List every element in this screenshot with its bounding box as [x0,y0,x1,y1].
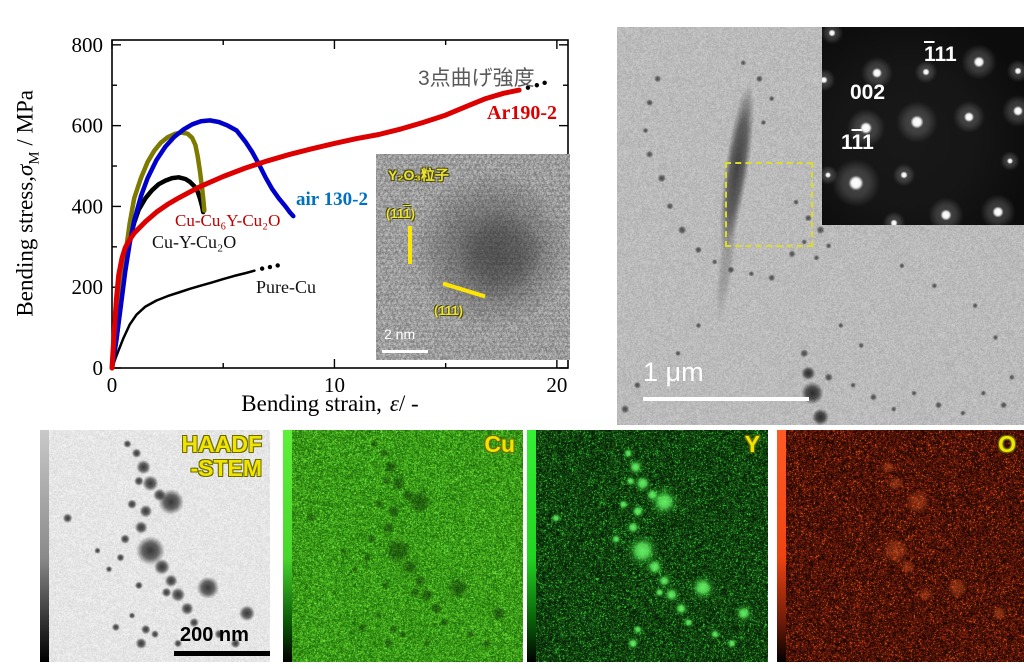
pure-cu-label: Pure-Cu [256,277,316,298]
plane-111-lower-label: (111) [434,303,463,318]
o-map-label: O [998,432,1016,456]
plane-upper-pre: (11 [386,206,403,221]
eds-panel-haadf: HAADF -STEM 200 nm [40,430,270,662]
y-axis-label: Bending stress,σM / MPa [13,23,44,383]
epsilon-symbol: ε [382,391,399,416]
hrtem-scale-bar [382,350,428,353]
figure-root: 0 10 20 0 200 400 600 800 Bending stress,σM / M… [0,0,1024,669]
cu-map-label: Cu [484,432,515,456]
tem-scale-bar [643,397,809,401]
svg-text:20: 20 [546,373,567,397]
cu-cu6y-cu2o-label: Cu-Cu₆Y-Cu₂O [175,211,280,231]
y2o3-particle-label: Y₂O₃粒子 [388,165,449,185]
svg-text:0: 0 [93,356,104,380]
eds-panel-o: O [777,430,1024,662]
eds-panel-cu: Cu [283,430,523,662]
x-axis-unit: / - [399,391,419,416]
x-axis-label: Bending strain, ε/ - [130,391,530,417]
hrtem-scale-text: 2 nm [384,326,415,342]
o-map-image [777,430,1024,662]
saed-index-label-2: 111 [841,131,874,155]
cu-map-image [283,430,523,662]
eds-scale-text: 200 nm [180,624,249,647]
o-colorbar [777,430,786,662]
air-130-2-label: air 130-2 [296,189,368,211]
saed-diffraction-inset: 111 002 111 [822,27,1024,225]
saed-index-label-0: 111 [924,43,957,67]
haadf-label-line2: -STEM [182,456,263,480]
cu-y-cu2o-label: Cu-Y-Cu₂O [152,232,236,253]
tem-scale-text: 1 μm [643,357,704,388]
y-colorbar [527,430,536,662]
ar-190-2-label: Ar190-2 [487,102,557,125]
chart-title: 3点曲げ強度 [418,62,535,92]
svg-text:800: 800 [72,33,104,57]
svg-text:400: 400 [72,194,104,218]
y-axis-label-text: Bending stress, [13,176,38,317]
sigma-subscript: M [26,151,42,164]
eds-scale-bar [174,651,270,656]
haadf-label-line1: HAADF [182,432,263,456]
region-of-interest-box [725,162,813,247]
eds-panel-y: Y [527,430,768,662]
plane-111-upper-line [408,226,412,264]
y-axis-unit: / MPa [13,90,38,151]
x-axis-label-text: Bending strain, [241,391,382,416]
plane-upper-post: ) [411,206,415,221]
saed-index-label-1: 002 [850,81,885,105]
svg-text:600: 600 [72,114,104,138]
sigma-symbol: σ [13,165,38,176]
svg-text:0: 0 [107,373,118,397]
haadf-stem-label: HAADF -STEM [182,432,263,480]
y-map-label: Y [745,432,760,456]
hrtem-inset: Y₂O₃粒子 (111) (111) 2 nm [376,154,570,360]
y-map-image [527,430,768,662]
plane-111-upper-label: (111) [386,206,415,221]
haadf-colorbar [40,430,49,662]
svg-text:200: 200 [72,275,104,299]
plane-upper-bar: 1 [403,206,410,221]
cu-colorbar [283,430,292,662]
tem-overview-image: 1 μm 111 002 111 [617,27,1024,425]
saed-canvas [822,27,1024,225]
